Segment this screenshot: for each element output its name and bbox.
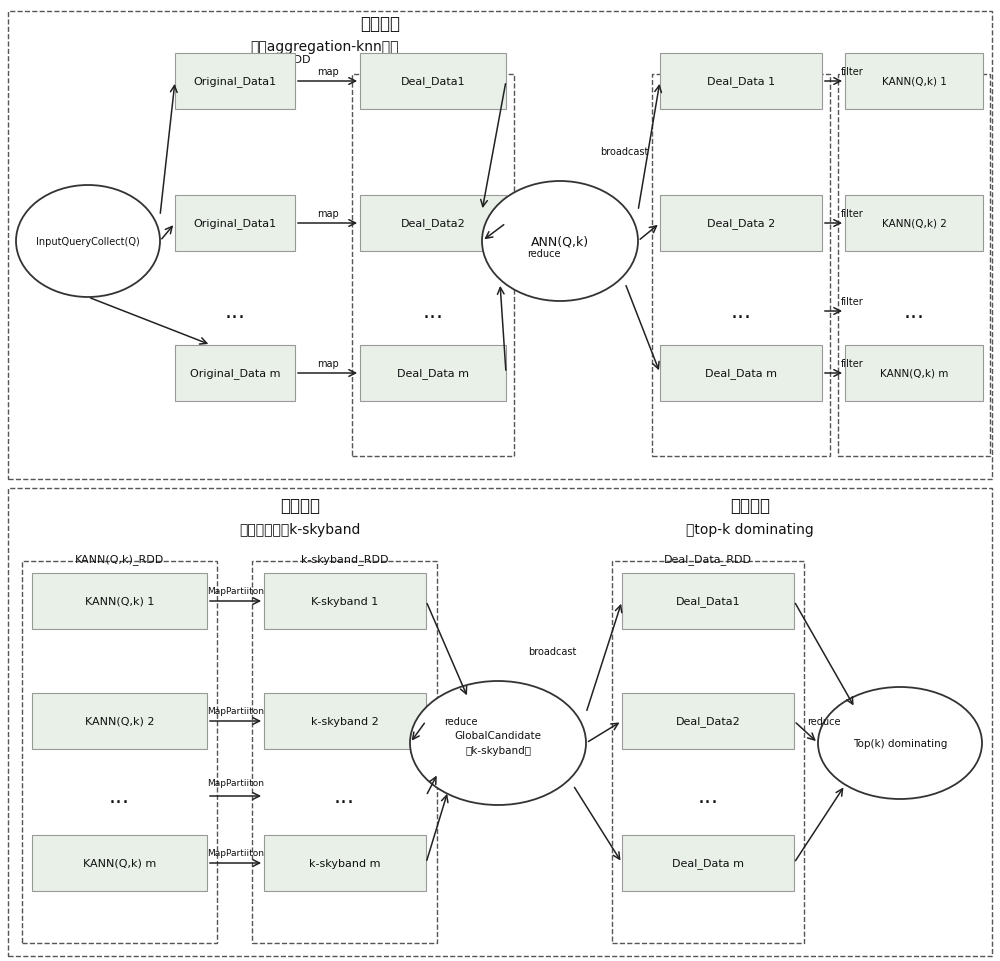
Text: （k-skyband）: （k-skyband） bbox=[465, 746, 531, 755]
Text: KANN(Q,k) 1: KANN(Q,k) 1 bbox=[85, 597, 154, 606]
Ellipse shape bbox=[818, 687, 982, 800]
FancyBboxPatch shape bbox=[264, 574, 426, 629]
FancyBboxPatch shape bbox=[175, 346, 295, 402]
Text: reduce: reduce bbox=[444, 716, 478, 727]
Text: GlobalCandidate: GlobalCandidate bbox=[455, 730, 542, 741]
Text: Deal_Data2: Deal_Data2 bbox=[401, 218, 465, 230]
FancyBboxPatch shape bbox=[622, 835, 794, 891]
Ellipse shape bbox=[16, 185, 160, 298]
Text: ...: ... bbox=[903, 302, 924, 322]
FancyBboxPatch shape bbox=[360, 196, 506, 252]
Text: Deal_Data_RDD: Deal_Data_RDD bbox=[391, 55, 479, 65]
Text: Original_Data m: Original_Data m bbox=[190, 368, 280, 379]
FancyBboxPatch shape bbox=[32, 835, 207, 891]
Text: Top(k) dominating: Top(k) dominating bbox=[853, 738, 947, 749]
FancyBboxPatch shape bbox=[264, 835, 426, 891]
Text: 阶段二：: 阶段二： bbox=[280, 497, 320, 514]
Text: Deal_Data_RDD: Deal_Data_RDD bbox=[701, 55, 789, 65]
FancyBboxPatch shape bbox=[175, 54, 295, 110]
Text: KANN(Q,k)_RDD: KANN(Q,k)_RDD bbox=[75, 554, 164, 565]
Ellipse shape bbox=[482, 182, 638, 302]
FancyBboxPatch shape bbox=[32, 693, 207, 750]
Ellipse shape bbox=[410, 681, 586, 805]
Text: MapPartiiton: MapPartiiton bbox=[207, 706, 264, 716]
FancyBboxPatch shape bbox=[845, 54, 983, 110]
Text: 求解每个分匼k-skyband: 求解每个分匼k-skyband bbox=[239, 523, 361, 536]
Text: KANN(Q,k) 2: KANN(Q,k) 2 bbox=[882, 219, 946, 229]
FancyBboxPatch shape bbox=[845, 346, 983, 402]
Text: Deal_Data2: Deal_Data2 bbox=[676, 716, 740, 727]
Text: 阶段三：: 阶段三： bbox=[730, 497, 770, 514]
FancyBboxPatch shape bbox=[660, 54, 822, 110]
Text: Deal_Data 2: Deal_Data 2 bbox=[707, 218, 775, 230]
Text: InputQueryCollect(Q): InputQueryCollect(Q) bbox=[36, 236, 140, 247]
Text: K-skyband 1: K-skyband 1 bbox=[311, 597, 379, 606]
Text: Original_Data1: Original_Data1 bbox=[193, 77, 277, 87]
Text: Deal_Data1: Deal_Data1 bbox=[401, 77, 465, 87]
Text: ...: ... bbox=[109, 786, 130, 806]
FancyBboxPatch shape bbox=[622, 693, 794, 750]
Text: ANN(Q,k): ANN(Q,k) bbox=[531, 235, 589, 248]
Text: Deal_Data m: Deal_Data m bbox=[397, 368, 469, 379]
Text: filter: filter bbox=[841, 358, 863, 369]
Text: ...: ... bbox=[698, 786, 718, 806]
Text: Deal_Data m: Deal_Data m bbox=[705, 368, 777, 379]
Text: MapPartiiton: MapPartiiton bbox=[207, 587, 264, 596]
Text: Deal_Data_RDD: Deal_Data_RDD bbox=[664, 554, 752, 565]
FancyBboxPatch shape bbox=[264, 693, 426, 750]
Text: Deal_Data1: Deal_Data1 bbox=[676, 596, 740, 606]
Text: filter: filter bbox=[841, 67, 863, 77]
Text: ...: ... bbox=[334, 786, 355, 806]
FancyBboxPatch shape bbox=[660, 346, 822, 402]
Text: 求top-k dominating: 求top-k dominating bbox=[686, 523, 814, 536]
FancyBboxPatch shape bbox=[32, 574, 207, 629]
Text: filter: filter bbox=[841, 297, 863, 307]
Text: map: map bbox=[317, 67, 338, 77]
Text: map: map bbox=[317, 358, 338, 369]
Text: 阶段一：: 阶段一： bbox=[360, 15, 400, 33]
Text: KANN(Q,k) m: KANN(Q,k) m bbox=[880, 369, 948, 379]
Text: k-skyband 2: k-skyband 2 bbox=[311, 716, 379, 727]
Text: ...: ... bbox=[730, 302, 752, 322]
Text: filter: filter bbox=[841, 209, 863, 219]
Text: 利用aggregation-knn剪枝: 利用aggregation-knn剪枝 bbox=[250, 40, 398, 54]
Text: ...: ... bbox=[224, 302, 246, 322]
FancyBboxPatch shape bbox=[622, 574, 794, 629]
FancyBboxPatch shape bbox=[660, 196, 822, 252]
Text: KANN(Q,k) m: KANN(Q,k) m bbox=[83, 858, 156, 868]
Text: KANN(Q,k)_RDD: KANN(Q,k)_RDD bbox=[873, 55, 963, 65]
Text: broadcast: broadcast bbox=[528, 647, 576, 656]
Text: MapPartiiton: MapPartiiton bbox=[207, 849, 264, 857]
Text: KANN(Q,k) 2: KANN(Q,k) 2 bbox=[85, 716, 154, 727]
Text: k-skyband m: k-skyband m bbox=[309, 858, 381, 868]
Text: Deal_Data 1: Deal_Data 1 bbox=[707, 77, 775, 87]
Text: reduce: reduce bbox=[807, 716, 841, 727]
Text: Original_Data_RDD: Original_Data_RDD bbox=[205, 55, 311, 65]
Text: Deal_Data m: Deal_Data m bbox=[672, 857, 744, 869]
Text: Original_Data1: Original_Data1 bbox=[193, 218, 277, 230]
Text: MapPartiiton: MapPartiiton bbox=[207, 778, 264, 788]
Text: KANN(Q,k) 1: KANN(Q,k) 1 bbox=[882, 77, 946, 86]
FancyBboxPatch shape bbox=[360, 346, 506, 402]
Text: map: map bbox=[317, 209, 338, 219]
FancyBboxPatch shape bbox=[360, 54, 506, 110]
Text: reduce: reduce bbox=[527, 249, 561, 259]
Text: ...: ... bbox=[422, 302, 444, 322]
FancyBboxPatch shape bbox=[175, 196, 295, 252]
FancyBboxPatch shape bbox=[845, 196, 983, 252]
Text: broadcast: broadcast bbox=[600, 147, 648, 157]
Text: k-skyband_RDD: k-skyband_RDD bbox=[301, 554, 388, 565]
